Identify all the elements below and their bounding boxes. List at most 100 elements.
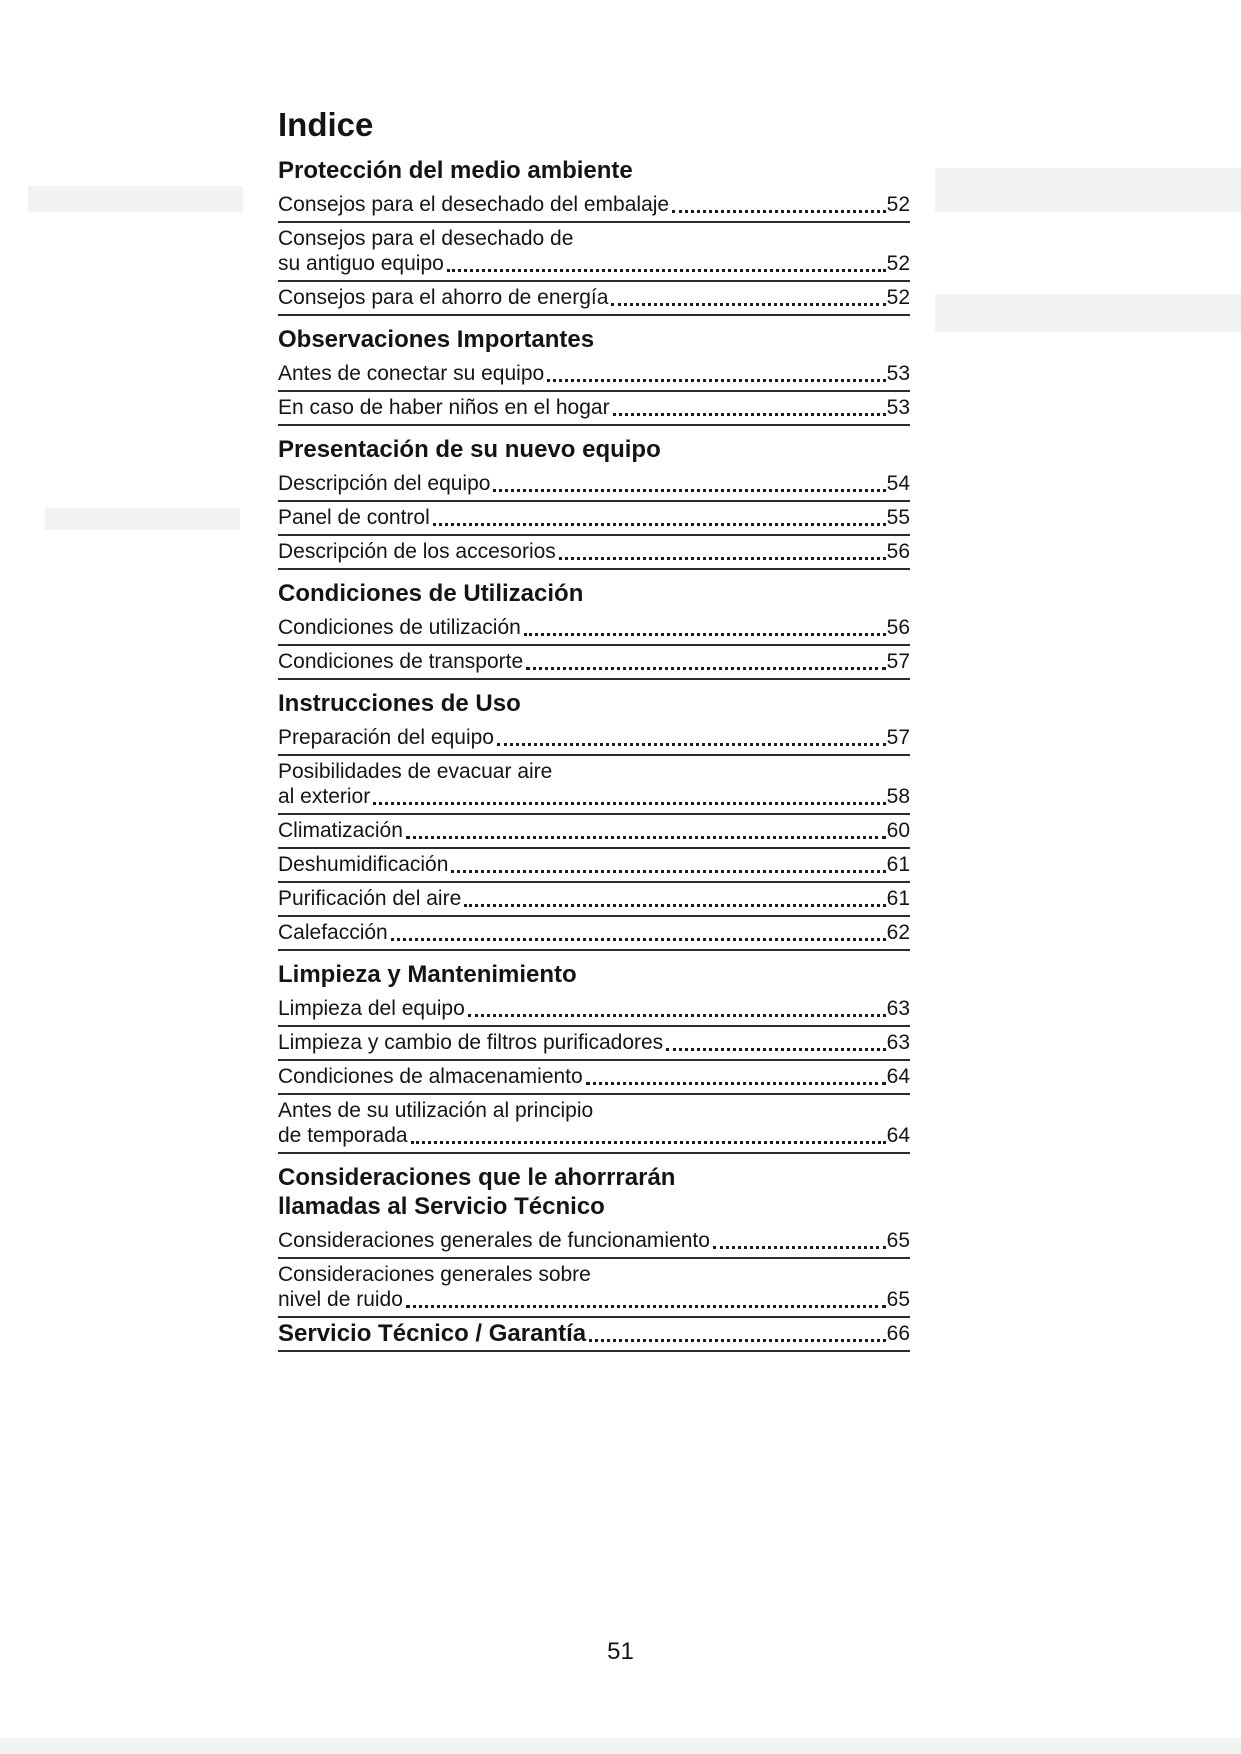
toc-entry-page-number: 65 xyxy=(886,1229,910,1252)
toc-entry-leader-line: de temporada 64 xyxy=(278,1123,910,1148)
dot-leader xyxy=(464,904,886,907)
dot-leader xyxy=(405,1305,886,1308)
toc-entry: Consejos para el ahorro de energía 52 xyxy=(278,282,910,316)
toc-entry-wrap-line: Antes de su utilización al principio xyxy=(278,1098,910,1123)
toc-entry: Antes de su utilización al principio de t… xyxy=(278,1095,910,1154)
toc-section-heading: Observaciones Importantes xyxy=(278,326,595,353)
toc-entry-leader-line: Servicio Técnico / Garantía 66 xyxy=(278,1321,910,1346)
toc-entry-page-number: 57 xyxy=(886,726,910,749)
toc-entry-title: Posibilidades de evacuar aire xyxy=(278,760,553,783)
toc-entry-leader-line: su antiguo equipo 52 xyxy=(278,251,910,276)
toc-entry-leader-line: Calefacción 62 xyxy=(278,920,910,945)
toc-entry-title: Calefacción xyxy=(278,921,388,944)
toc-entry-leader-line: Consejos para el ahorro de energía 52 xyxy=(278,285,910,310)
dot-leader xyxy=(712,1246,886,1249)
scan-streak xyxy=(935,168,1241,212)
toc-entry-page-number: 65 xyxy=(886,1288,910,1311)
scan-streak xyxy=(45,508,240,530)
toc-entry-title: Consejos para el desechado del embalaje xyxy=(278,193,670,216)
toc-entry-title: Climatización xyxy=(278,819,403,842)
toc-entry-title: Preparación del equipo xyxy=(278,726,494,749)
toc-entry-page-number: 63 xyxy=(886,997,910,1020)
toc-entry-leader-line: Descripción del equipo 54 xyxy=(278,471,910,496)
toc-entry: Panel de control 55 xyxy=(278,502,910,536)
dot-leader xyxy=(558,557,886,560)
toc-entry-page-number: 52 xyxy=(886,193,910,216)
dot-leader xyxy=(493,489,886,492)
toc-entry: Servicio Técnico / Garantía 66 xyxy=(278,1318,910,1352)
document-page-content: Indice Protección del medio ambiente Cons… xyxy=(278,106,910,1352)
toc-entry-page-number: 61 xyxy=(886,887,910,910)
toc-entry-leader-line: Limpieza y cambio de filtros purificador… xyxy=(278,1030,910,1055)
dot-leader xyxy=(451,870,886,873)
toc-entry-title: nivel de ruido xyxy=(278,1288,403,1311)
toc-entry-leader-line: Deshumidificación 61 xyxy=(278,852,910,877)
toc-entry-leader-line: Consideraciones generales de funcionamie… xyxy=(278,1228,910,1253)
toc-entry-title: Condiciones de transporte xyxy=(278,650,524,673)
toc-entry-title: Condiciones de almacenamiento xyxy=(278,1065,583,1088)
toc-entry-page-number: 52 xyxy=(886,286,910,309)
toc-entry-leader-line: Condiciones de almacenamiento 64 xyxy=(278,1064,910,1089)
dot-leader xyxy=(585,1082,886,1085)
toc-entry-page-number: 64 xyxy=(886,1065,910,1088)
dot-leader xyxy=(526,667,886,670)
toc-entry-leader-line: nivel de ruido 65 xyxy=(278,1287,910,1312)
dot-leader xyxy=(547,379,886,382)
toc-entry-page-number: 64 xyxy=(886,1124,910,1147)
toc-entry-title: Consejos para el ahorro de energía xyxy=(278,286,609,309)
toc-entry-title: Panel de control xyxy=(278,506,430,529)
toc-entry-wrap-line: Posibilidades de evacuar aire xyxy=(278,759,910,784)
toc-entry-page-number: 60 xyxy=(886,819,910,842)
toc-entry-leader-line: Panel de control 55 xyxy=(278,505,910,530)
toc-entry-wrap-line: Consejos para el desechado de xyxy=(278,226,910,251)
toc-entry: Condiciones de almacenamiento 64 xyxy=(278,1061,910,1095)
toc-entry-title: Purificación del aire xyxy=(278,887,462,910)
toc-entry-wrap-line: Consideraciones generales sobre xyxy=(278,1262,910,1287)
toc-entry-title: Servicio Técnico / Garantía xyxy=(278,1320,587,1347)
page-title: Indice xyxy=(278,106,374,143)
toc-entry: Consejos para el desechado del embalaje 5… xyxy=(278,189,910,223)
toc-entry-title: Limpieza y cambio de filtros purificador… xyxy=(278,1031,664,1054)
toc-entry: Consideraciones generales de funcionamie… xyxy=(278,1225,910,1259)
toc-entry-page-number: 52 xyxy=(886,252,910,275)
toc-entry: En caso de haber niños en el hogar 53 xyxy=(278,392,910,426)
toc-entry: Condiciones de transporte 57 xyxy=(278,646,910,680)
toc-entry-leader-line: Preparación del equipo 57 xyxy=(278,725,910,750)
toc-entry-title: Descripción del equipo xyxy=(278,472,491,495)
toc-entry-leader-line: En caso de haber niños en el hogar 53 xyxy=(278,395,910,420)
dot-leader xyxy=(666,1048,886,1051)
toc-entry-leader-line: al exterior 58 xyxy=(278,784,910,809)
dot-leader xyxy=(589,1339,886,1342)
dot-leader xyxy=(612,413,886,416)
toc-entry-page-number: 58 xyxy=(886,785,910,808)
toc-entry-page-number: 57 xyxy=(886,650,910,673)
toc-entry-page-number: 63 xyxy=(886,1031,910,1054)
toc-entry: Condiciones de utilización 56 xyxy=(278,612,910,646)
toc-entry-page-number: 66 xyxy=(886,1322,910,1345)
toc-entry-title: de temporada xyxy=(278,1124,408,1147)
toc-section-heading: Consideraciones que le ahorrrarán xyxy=(278,1164,676,1191)
toc-entry-title: Consejos para el desechado de xyxy=(278,227,574,250)
toc-entry-leader-line: Antes de conectar su equipo 53 xyxy=(278,361,910,386)
dot-leader xyxy=(523,633,886,636)
toc-entry-page-number: 56 xyxy=(886,616,910,639)
toc-entry-leader-line: Condiciones de utilización 56 xyxy=(278,615,910,640)
toc-entry-leader-line: Consejos para el desechado del embalaje 5… xyxy=(278,192,910,217)
toc-entry-title: Antes de conectar su equipo xyxy=(278,362,545,385)
toc-section-heading: Instrucciones de Uso xyxy=(278,690,521,717)
toc-section-heading: llamadas al Servicio Técnico xyxy=(278,1193,605,1220)
toc-entry-leader-line: Limpieza del equipo 63 xyxy=(278,996,910,1021)
toc-entry-title: su antiguo equipo xyxy=(278,252,444,275)
toc-entry: Preparación del equipo 57 xyxy=(278,722,910,756)
toc-entry-leader-line: Condiciones de transporte 57 xyxy=(278,649,910,674)
toc-section-heading: Condiciones de Utilización xyxy=(278,580,584,607)
toc-entry-title: Limpieza del equipo xyxy=(278,997,465,1020)
toc-entry: Descripción de los accesorios 56 xyxy=(278,536,910,570)
dot-leader xyxy=(467,1014,886,1017)
footer-page-number: 51 xyxy=(607,1638,634,1665)
dot-leader xyxy=(410,1141,886,1144)
toc-entry-leader-line: Climatización 60 xyxy=(278,818,910,843)
toc-entry-title: Consideraciones generales de funcionamie… xyxy=(278,1229,710,1252)
toc-entry-page-number: 61 xyxy=(886,853,910,876)
toc-entry-page-number: 56 xyxy=(886,540,910,563)
